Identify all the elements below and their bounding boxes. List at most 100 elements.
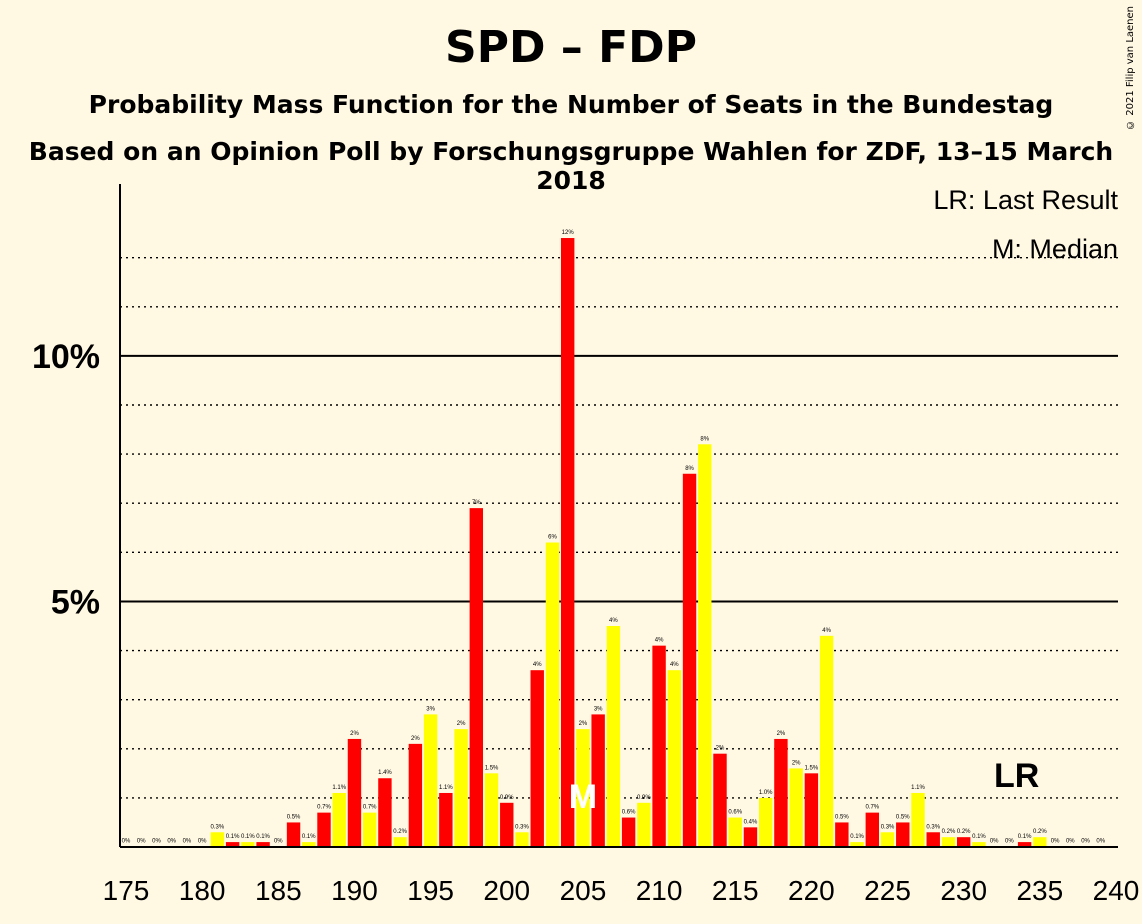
bar-seat-217 <box>758 797 773 847</box>
bar-label-seat-209: 0.9% <box>637 795 651 801</box>
bar-label-seat-214: 2% <box>716 746 725 752</box>
bar-seat-181 <box>210 832 225 847</box>
x-tick-220: 220 <box>788 875 835 906</box>
bar-label-seat-176: 0% <box>137 839 146 845</box>
bar-label-seat-223: 0.1% <box>850 834 864 840</box>
bar-label-seat-222: 0.5% <box>835 814 849 820</box>
bar-seat-218 <box>774 738 788 847</box>
bar-label-seat-213: 8% <box>700 436 709 442</box>
x-tick-210: 210 <box>636 875 683 906</box>
bar-seat-192 <box>378 778 392 847</box>
x-tick-215: 215 <box>712 875 759 906</box>
bar-label-seat-204: 12% <box>562 230 575 236</box>
bar-label-seat-219: 2% <box>792 760 801 766</box>
bar-label-seat-239: 0% <box>1096 839 1105 845</box>
bar-seat-231 <box>972 842 986 847</box>
bar-seat-195 <box>423 714 438 847</box>
bar-seat-196 <box>439 792 453 847</box>
bar-seat-213 <box>698 444 712 847</box>
bar-label-seat-196: 1.1% <box>439 785 453 791</box>
x-tick-240: 240 <box>1093 875 1140 906</box>
bar-label-seat-175: 0% <box>122 839 131 845</box>
x-tick-205: 205 <box>560 875 607 906</box>
bar-seat-203 <box>545 542 560 847</box>
bar-label-seat-178: 0% <box>167 839 176 845</box>
bar-label-seat-184: 0.1% <box>256 834 270 840</box>
bar-label-seat-198: 7% <box>472 500 481 506</box>
median-marker: M <box>569 778 597 816</box>
bar-label-seat-200: 0.9% <box>500 795 514 801</box>
bar-label-seat-181: 0.3% <box>211 824 225 830</box>
bar-seat-228 <box>926 832 940 847</box>
bar-label-seat-189: 1.1% <box>332 785 346 791</box>
bar-label-seat-208: 0.6% <box>622 810 636 816</box>
bar-seat-215 <box>728 817 742 847</box>
bar-label-seat-210: 4% <box>655 638 664 644</box>
bars <box>119 238 1108 847</box>
bar-seat-222 <box>835 822 849 847</box>
bar-label-seat-231: 0.1% <box>972 834 986 840</box>
bar-seat-207 <box>606 626 621 847</box>
bar-label-seat-206: 3% <box>594 706 603 712</box>
bar-label-seat-179: 0% <box>183 839 192 845</box>
bar-seat-204 <box>560 238 575 847</box>
bar-label-seat-177: 0% <box>152 839 161 845</box>
bar-label-seat-201: 0.3% <box>515 824 529 830</box>
x-tick-185: 185 <box>255 875 302 906</box>
x-tick-180: 180 <box>179 875 226 906</box>
x-tick-200: 200 <box>483 875 530 906</box>
x-tick-235: 235 <box>1016 875 1063 906</box>
bar-label-seat-216: 0.4% <box>744 819 758 825</box>
bar-label-seat-225: 0.3% <box>881 824 895 830</box>
bar-seat-224 <box>865 812 880 847</box>
bar-seat-212 <box>682 473 697 847</box>
bar-label-seat-238: 0% <box>1081 839 1090 845</box>
bar-label-seat-234: 0.1% <box>1018 834 1032 840</box>
bar-label-seat-220: 1.5% <box>805 765 819 771</box>
bar-label-seat-187: 0.1% <box>302 834 316 840</box>
bar-label-seat-205: 2% <box>579 721 588 727</box>
bar-labels: 0% 0% 0% 0% 0% 0%0.3%0.1% 0.1% 0.1%0%0.5%0.1%0.… <box>122 230 1106 844</box>
bar-seat-219 <box>789 768 803 847</box>
markers: M LR <box>569 757 1040 816</box>
bar-label-seat-224: 0.7% <box>865 805 879 811</box>
bar-label-seat-207: 4% <box>609 618 618 624</box>
x-tick-190: 190 <box>331 875 378 906</box>
bar-seat-235 <box>1033 837 1047 847</box>
bar-label-seat-221: 4% <box>822 628 831 634</box>
bar-seat-223 <box>850 842 864 847</box>
chart-source-line: Based on an Opinion Poll by Forschungsgr… <box>28 137 1114 195</box>
bar-label-seat-197: 2% <box>457 721 466 727</box>
bar-label-seat-182: 0.1% <box>226 834 240 840</box>
bar-seat-210 <box>652 645 666 847</box>
bar-label-seat-195: 3% <box>426 706 435 712</box>
y-tick-10%: 10% <box>32 338 100 376</box>
bar-seat-227 <box>911 792 925 847</box>
bar-seat-184 <box>256 842 270 847</box>
bar-label-seat-180: 0% <box>198 839 207 845</box>
bar-seat-188 <box>317 812 331 847</box>
bar-seat-216 <box>743 827 758 847</box>
bar-label-seat-215: 0.6% <box>728 810 742 816</box>
chart-subtitle: Probability Mass Function for the Number… <box>88 90 1054 119</box>
bar-label-seat-229: 0.2% <box>942 829 956 835</box>
bar-seat-200 <box>500 802 514 847</box>
x-tick-195: 195 <box>407 875 454 906</box>
bar-label-seat-191: 0.7% <box>363 805 377 811</box>
bar-label-seat-233: 0% <box>1005 839 1014 845</box>
bar-label-seat-228: 0.3% <box>926 824 940 830</box>
bar-seat-229 <box>941 837 956 847</box>
tick-labels: 175 180 185 190 195 200 205 210 215 220 225 230 235 2… <box>32 338 1139 906</box>
x-tick-225: 225 <box>864 875 911 906</box>
bar-seat-193 <box>393 837 407 847</box>
bar-label-seat-193: 0.2% <box>393 829 407 835</box>
bar-label-seat-230: 0.2% <box>957 829 971 835</box>
bar-label-seat-226: 0.5% <box>896 814 910 820</box>
bar-seat-225 <box>880 832 895 847</box>
bar-label-seat-199: 1.5% <box>485 765 499 771</box>
bar-seat-220 <box>804 773 819 847</box>
bar-label-seat-188: 0.7% <box>317 805 331 811</box>
bar-seat-230 <box>956 837 971 847</box>
bar-label-seat-183: 0.1% <box>241 834 255 840</box>
